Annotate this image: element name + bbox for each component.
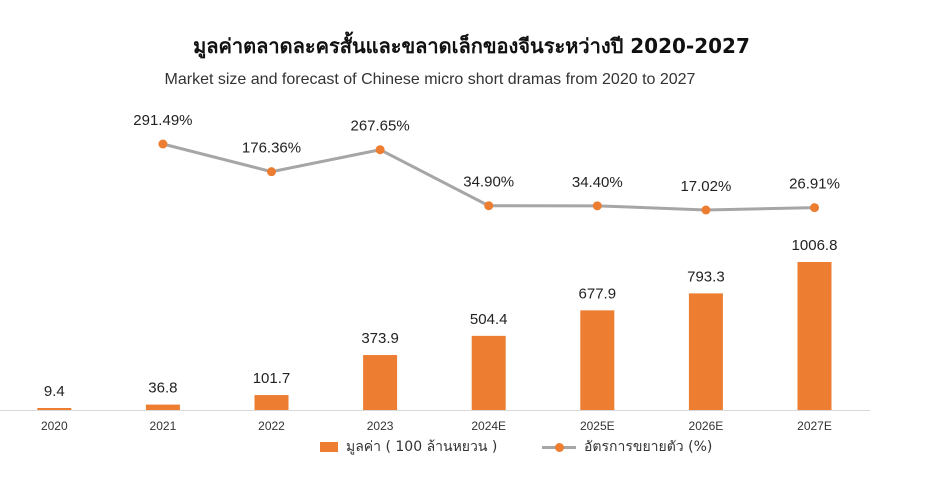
growth-value-labels: 291.49% 176.36% 267.65% 34.90% 34.40% 17.02% 2… [133, 112, 840, 195]
bar-label-2020: 9.4 [44, 383, 65, 400]
bar-2027E [797, 262, 832, 410]
legend-item-growth: อัตรการขยายตัว (%) [542, 436, 712, 458]
bar-2023 [363, 355, 398, 410]
growth-point-2027E [810, 203, 819, 213]
growth-label-2021: 291.49% [133, 112, 192, 129]
bar-label-2026E: 793.3 [687, 268, 725, 285]
bar-2021 [145, 404, 180, 410]
bar-label-2023: 373.9 [361, 330, 399, 347]
x-axis-ticks: 2020 2021 2022 2023 2024E 2025E 2026E 2027E [41, 419, 832, 433]
x-tick-2025E: 2025E [580, 419, 615, 433]
growth-label-2026E: 17.02% [680, 178, 731, 195]
bar-value-labels: 9.4 36.8 101.7 373.9 504.4 677.9 793.3 1006.8 [44, 237, 838, 400]
growth-point-2026E [701, 205, 711, 215]
bar-label-2024E: 504.4 [470, 311, 508, 328]
growth-line-series [158, 139, 819, 215]
legend-bar-swatch [320, 442, 338, 452]
growth-point-2022 [267, 167, 276, 177]
growth-label-2024E: 34.90% [463, 174, 514, 191]
x-tick-2024E: 2024E [471, 419, 506, 433]
legend-line-swatch [542, 441, 576, 453]
growth-point-2024E [484, 201, 494, 211]
x-tick-2023: 2023 [367, 419, 394, 433]
bar-2025E [580, 310, 615, 410]
x-tick-2026E: 2026E [689, 419, 724, 433]
growth-label-2023: 267.65% [350, 118, 409, 135]
bar-2024E [471, 335, 506, 410]
legend-label-value: มูลค่า ( 100 ล้านหยวน ) [346, 439, 498, 455]
bar-series [37, 262, 832, 410]
growth-label-2025E: 34.40% [572, 174, 623, 191]
growth-label-2022: 176.36% [242, 140, 301, 157]
growth-point-2023 [375, 145, 385, 155]
bar-2020 [37, 408, 72, 410]
growth-point-2021 [158, 139, 168, 149]
bar-label-2021: 36.8 [148, 380, 177, 397]
x-tick-2027E: 2027E [797, 419, 832, 433]
bar-label-2027E: 1006.8 [792, 237, 838, 254]
bar-2026E [688, 293, 723, 410]
legend-item-value: มูลค่า ( 100 ล้านหยวน ) [320, 436, 497, 458]
x-tick-2021: 2021 [150, 419, 177, 433]
legend-label-growth: อัตรการขยายตัว (%) [584, 439, 713, 455]
x-tick-2022: 2022 [258, 419, 285, 433]
bar-2022 [254, 395, 289, 410]
chart-subtitle: Market size and forecast of Chinese micr… [164, 71, 696, 88]
bar-label-2025E: 677.9 [579, 285, 617, 302]
bar-label-2022: 101.7 [253, 370, 291, 387]
legend: มูลค่า ( 100 ล้านหยวน ) อัตรการขยายตัว (… [0, 436, 943, 458]
chart-title: มูลค่าตลาดละครสั้นและขลาดเล็กของจีนระหว่… [193, 34, 750, 58]
x-tick-2020: 2020 [41, 419, 68, 433]
growth-point-2025E [592, 201, 602, 211]
growth-label-2027E: 26.91% [789, 176, 840, 193]
